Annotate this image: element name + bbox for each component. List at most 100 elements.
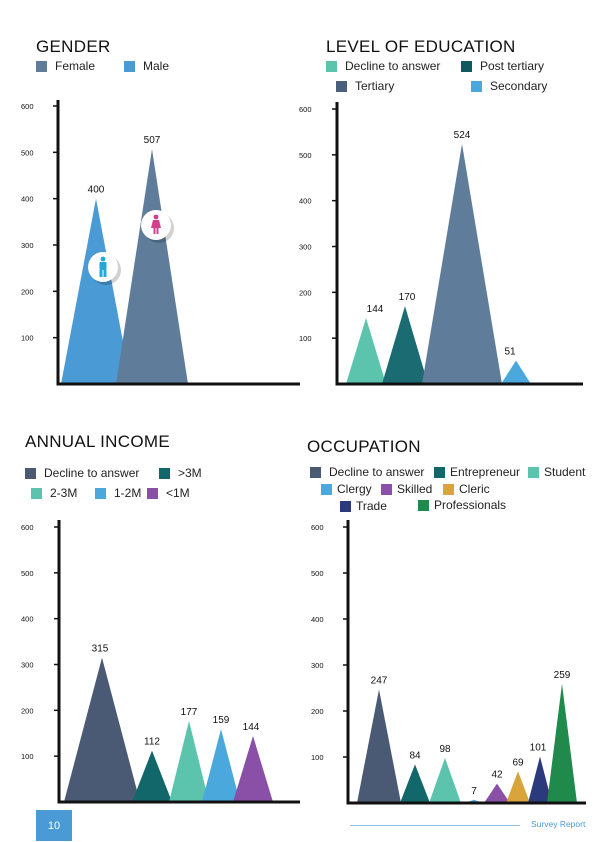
y-tick-label: 400 — [299, 197, 312, 206]
y-tick-label: 100 — [21, 334, 34, 343]
data-label: 144 — [367, 304, 384, 315]
peak--3m — [132, 750, 172, 802]
legend-label: Tertiary — [355, 79, 395, 93]
education-chart-title: LEVEL OF EDUCATION — [326, 37, 516, 56]
peak-secondary — [501, 360, 531, 384]
legend-item-clergy: Clergy — [321, 482, 372, 496]
female-person-icon — [141, 210, 174, 243]
legend-swatch — [471, 80, 482, 92]
peak-decline-to-answer — [357, 689, 401, 803]
peak-professionals — [547, 683, 577, 803]
legend-item-student: Student — [528, 465, 585, 479]
y-tick-label: 500 — [311, 569, 324, 578]
legend-swatch — [36, 60, 47, 72]
legend-item-female: Female — [36, 59, 95, 73]
peak-student — [429, 757, 461, 803]
data-label: 101 — [530, 743, 547, 754]
y-tick-label: 600 — [311, 523, 324, 532]
y-tick-label: 100 — [299, 334, 312, 343]
occupation-chart-title: OCCUPATION — [307, 437, 421, 456]
legend-item-under-1m: <1M — [147, 486, 190, 500]
peak-female — [116, 149, 188, 384]
legend-swatch — [443, 483, 454, 495]
y-tick-label: 400 — [21, 615, 34, 624]
y-tick-label: 200 — [311, 707, 324, 716]
data-label: 144 — [243, 722, 260, 733]
legend-item-cleric: Cleric — [443, 482, 490, 496]
legend-swatch — [528, 466, 539, 478]
legend-label: Decline to answer — [345, 59, 441, 73]
data-label: 259 — [554, 670, 571, 681]
peak-1-2m — [202, 729, 240, 802]
legend-swatch — [340, 500, 351, 512]
legend-label: Decline to answer — [44, 466, 140, 480]
legend-label: Clergy — [337, 482, 372, 496]
y-tick-label: 500 — [21, 569, 34, 578]
data-label: 7 — [471, 786, 477, 797]
y-tick-label: 200 — [299, 288, 312, 297]
legend-swatch — [434, 466, 445, 478]
legend-swatch — [326, 60, 337, 72]
legend-item-trade: Trade — [340, 499, 387, 513]
legend-label: >3M — [178, 466, 202, 480]
legend-label: Secondary — [490, 79, 548, 93]
legend-item-decline: Decline to answer — [326, 59, 440, 73]
legend-item-2-3m: 2-3M — [31, 486, 77, 500]
y-tick-label: 300 — [21, 241, 34, 250]
income-chart-title: ANNUAL INCOME — [25, 432, 170, 451]
page-number: 10 — [36, 810, 72, 841]
legend-label: Female — [55, 59, 96, 73]
report-title: Survey Report — [531, 819, 586, 829]
legend-label: Skilled — [397, 482, 433, 496]
legend-label: Cleric — [459, 482, 490, 496]
legend-swatch — [25, 467, 36, 479]
gender-chart-title: GENDER — [36, 37, 111, 56]
legend-label: <1M — [166, 486, 190, 500]
data-label: 170 — [399, 292, 416, 303]
legend-item-professionals: Professionals — [418, 498, 506, 512]
peak-post-tertiary — [382, 306, 428, 384]
y-tick-label: 300 — [21, 661, 34, 670]
data-label: 507 — [144, 135, 161, 146]
y-tick-label: 400 — [311, 615, 324, 624]
peak-male — [61, 198, 131, 384]
data-label: 98 — [439, 744, 451, 755]
peak-skilled — [484, 783, 510, 803]
legend-swatch — [381, 483, 392, 495]
peak-2-3m — [169, 720, 209, 802]
data-label: 315 — [92, 644, 109, 655]
legend-swatch — [159, 467, 170, 479]
legend-item-male: Male — [124, 59, 169, 73]
legend-label: Post tertiary — [480, 59, 545, 73]
legend-label: 2-3M — [50, 486, 78, 500]
y-tick-label: 200 — [21, 706, 34, 715]
legend-swatch — [321, 483, 332, 495]
legend-label: Male — [143, 59, 170, 73]
data-label: 69 — [512, 757, 524, 768]
peak-decline-to-answer — [346, 318, 386, 384]
legend-item-skilled: Skilled — [381, 482, 432, 496]
y-tick-label: 500 — [299, 151, 312, 160]
data-label: 247 — [371, 675, 388, 686]
data-label: 177 — [181, 707, 198, 718]
legend-item-entrepreneur: Entrepreneur — [434, 465, 520, 479]
data-label: 524 — [454, 130, 471, 141]
peak-cleric — [506, 771, 530, 803]
y-tick-label: 300 — [299, 243, 312, 252]
peak--1m — [233, 736, 273, 802]
data-label: 84 — [409, 750, 421, 761]
legend-label: Student — [544, 465, 586, 479]
y-tick-label: 300 — [311, 661, 324, 670]
data-label: 159 — [213, 715, 230, 726]
legend-swatch — [310, 466, 321, 478]
male-person-icon — [88, 252, 121, 285]
y-tick-label: 200 — [21, 287, 34, 296]
footer-divider — [350, 825, 520, 826]
legend-item-secondary: Secondary — [471, 79, 547, 93]
legend-item-post-tertiary: Post tertiary — [461, 59, 544, 73]
y-tick-label: 100 — [21, 752, 34, 761]
y-tick-label: 600 — [21, 523, 34, 532]
legend-item-tertiary: Tertiary — [336, 79, 394, 93]
